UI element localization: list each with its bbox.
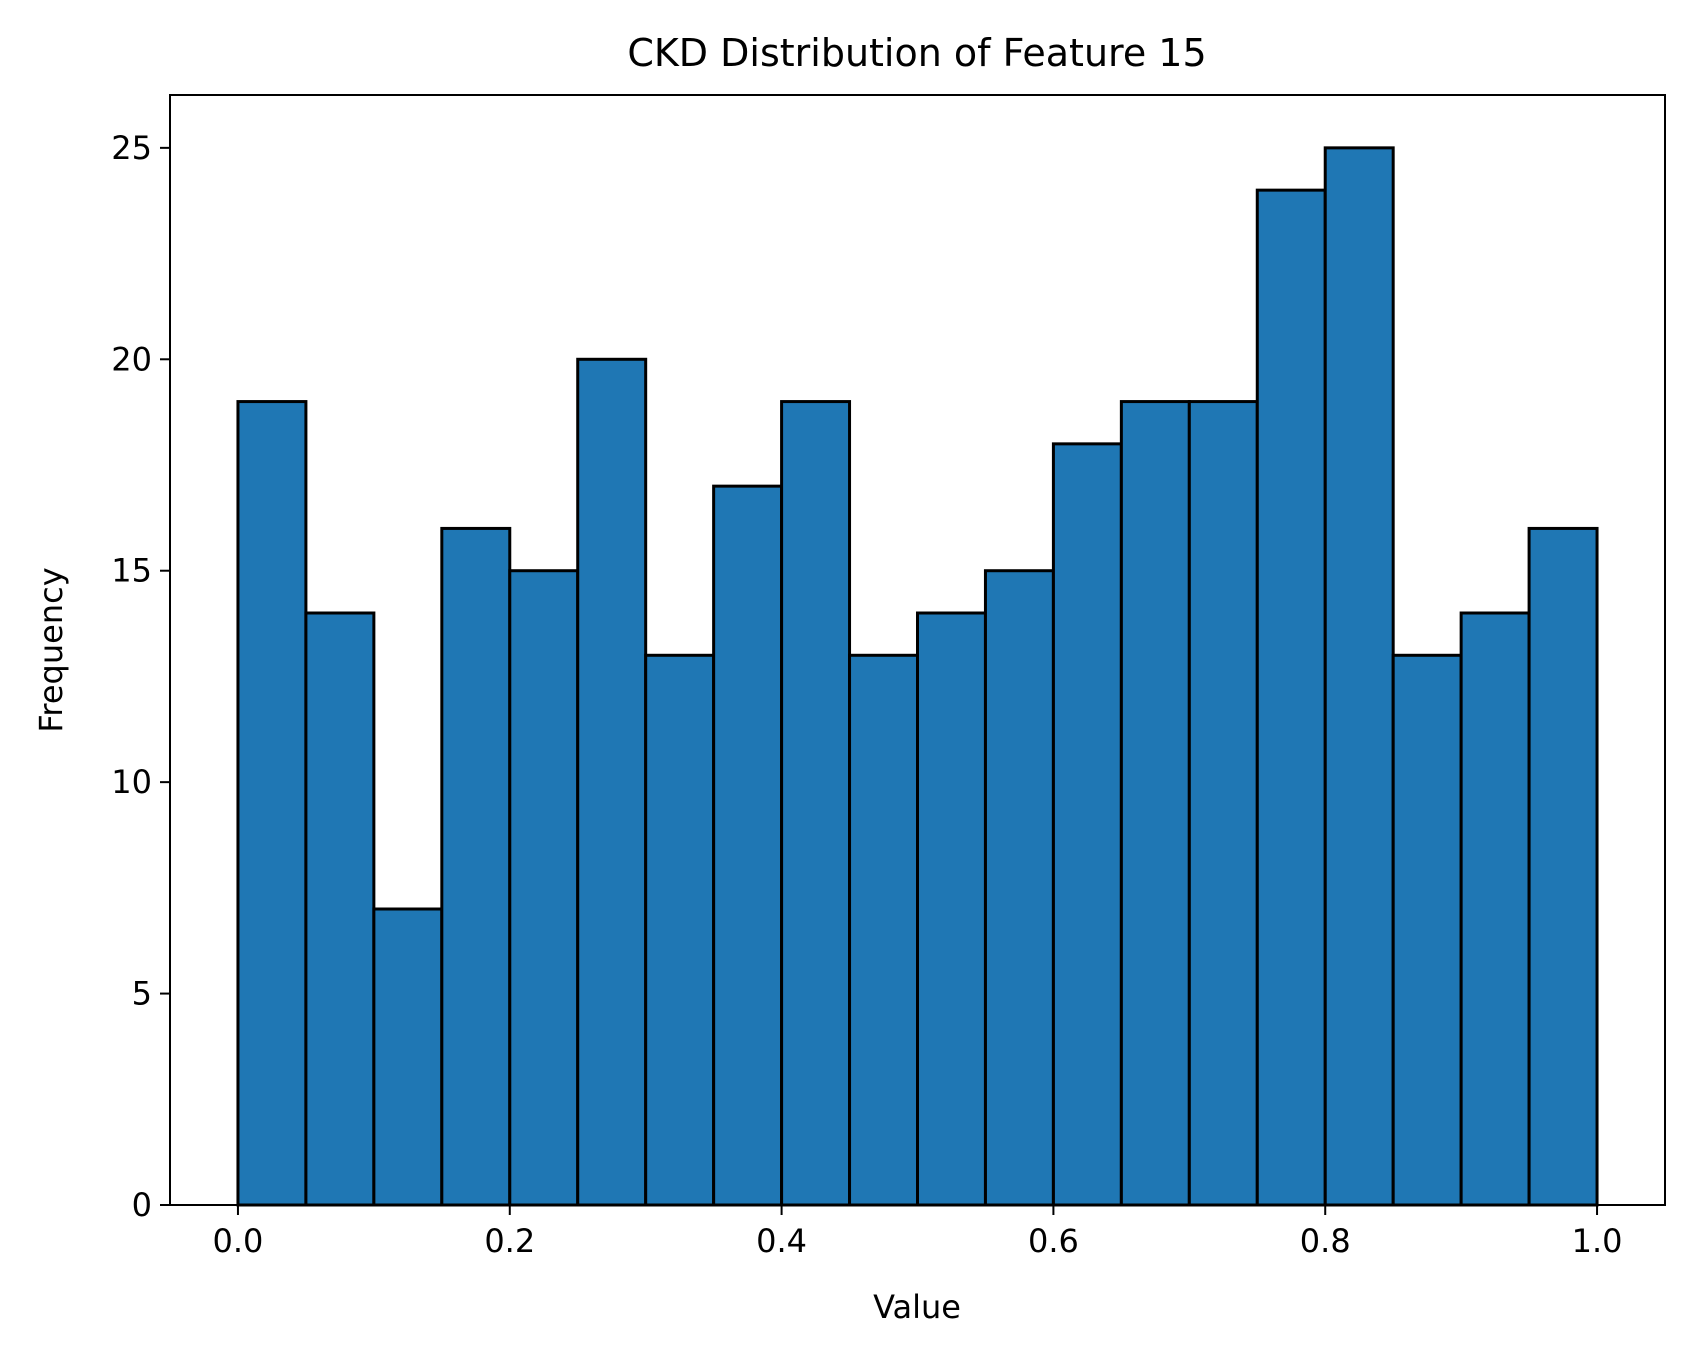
- x-tick-label: 0.8: [1300, 1222, 1351, 1260]
- y-tick-label: 10: [111, 763, 152, 801]
- histogram-bar: [1119, 400, 1191, 1207]
- histogram-bar: [916, 611, 987, 1207]
- histogram-bar: [644, 653, 716, 1207]
- bars-layer: [236, 146, 1599, 1207]
- histogram-bar: [372, 907, 444, 1207]
- y-axis-label: Frequency: [32, 567, 70, 732]
- histogram-bar: [440, 526, 512, 1207]
- histogram-bar: [576, 357, 648, 1207]
- x-axis-label: Value: [873, 1288, 961, 1326]
- histogram-bar: [780, 400, 852, 1207]
- chart-title: CKD Distribution of Feature 15: [627, 31, 1206, 75]
- histogram-bar: [304, 611, 376, 1207]
- y-tick-label: 25: [111, 129, 152, 167]
- y-tick-label: 0: [132, 1186, 152, 1224]
- x-tick-label: 0.2: [484, 1222, 535, 1260]
- y-tick-label: 15: [111, 552, 152, 590]
- histogram-bar: [1527, 526, 1599, 1207]
- x-tick-label: 0.0: [213, 1222, 264, 1260]
- ticks-layer: 0.0 0.2 0.4 0.6 0.8 1.0 0 5 10 15 20 25: [111, 129, 1622, 1260]
- x-tick-label: 0.6: [1028, 1222, 1079, 1260]
- plot-frame: [169, 94, 1666, 1206]
- histogram-bar: [1051, 442, 1123, 1207]
- histogram-bar: [1255, 188, 1327, 1207]
- histogram-bar: [236, 400, 308, 1207]
- histogram-bar: [983, 569, 1055, 1207]
- histogram-bar: [1391, 653, 1463, 1207]
- histogram-bar: [1459, 611, 1531, 1207]
- x-tick-label: 1.0: [1572, 1222, 1623, 1260]
- y-tick-label: 20: [111, 340, 152, 378]
- histogram-bar: [712, 484, 784, 1207]
- y-tick-label: 5: [132, 975, 152, 1013]
- histogram-bar: [1323, 146, 1395, 1207]
- histogram-bar: [508, 569, 580, 1207]
- histogram-bar: [848, 653, 920, 1207]
- histogram-bar: [1187, 400, 1259, 1207]
- x-tick-label: 0.4: [756, 1222, 807, 1260]
